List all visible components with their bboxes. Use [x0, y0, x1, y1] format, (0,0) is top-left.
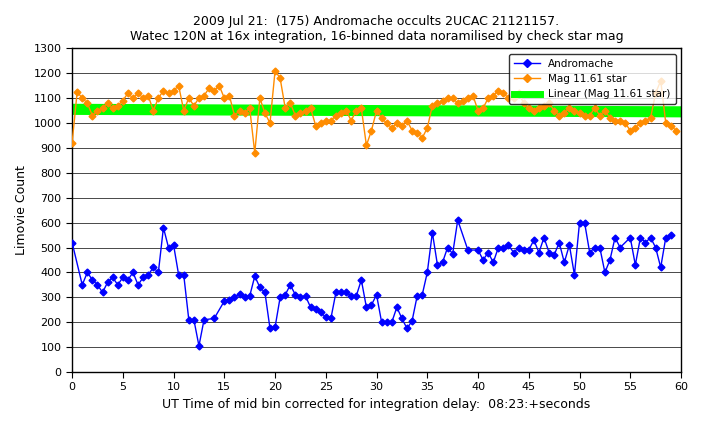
Legend: Andromache, Mag 11.61 star, Linear (Mag 11.61 star): Andromache, Mag 11.61 star, Linear (Mag … [509, 54, 676, 104]
Y-axis label: Limovie Count: Limovie Count [15, 165, 28, 255]
Title: 2009 Jul 21:  (175) Andromache occults 2UCAC 21121157.
Watec 120N at 16x integra: 2009 Jul 21: (175) Andromache occults 2U… [130, 15, 624, 43]
X-axis label: UT Time of mid bin corrected for integration delay:  08:23:+seconds: UT Time of mid bin corrected for integra… [162, 398, 591, 411]
